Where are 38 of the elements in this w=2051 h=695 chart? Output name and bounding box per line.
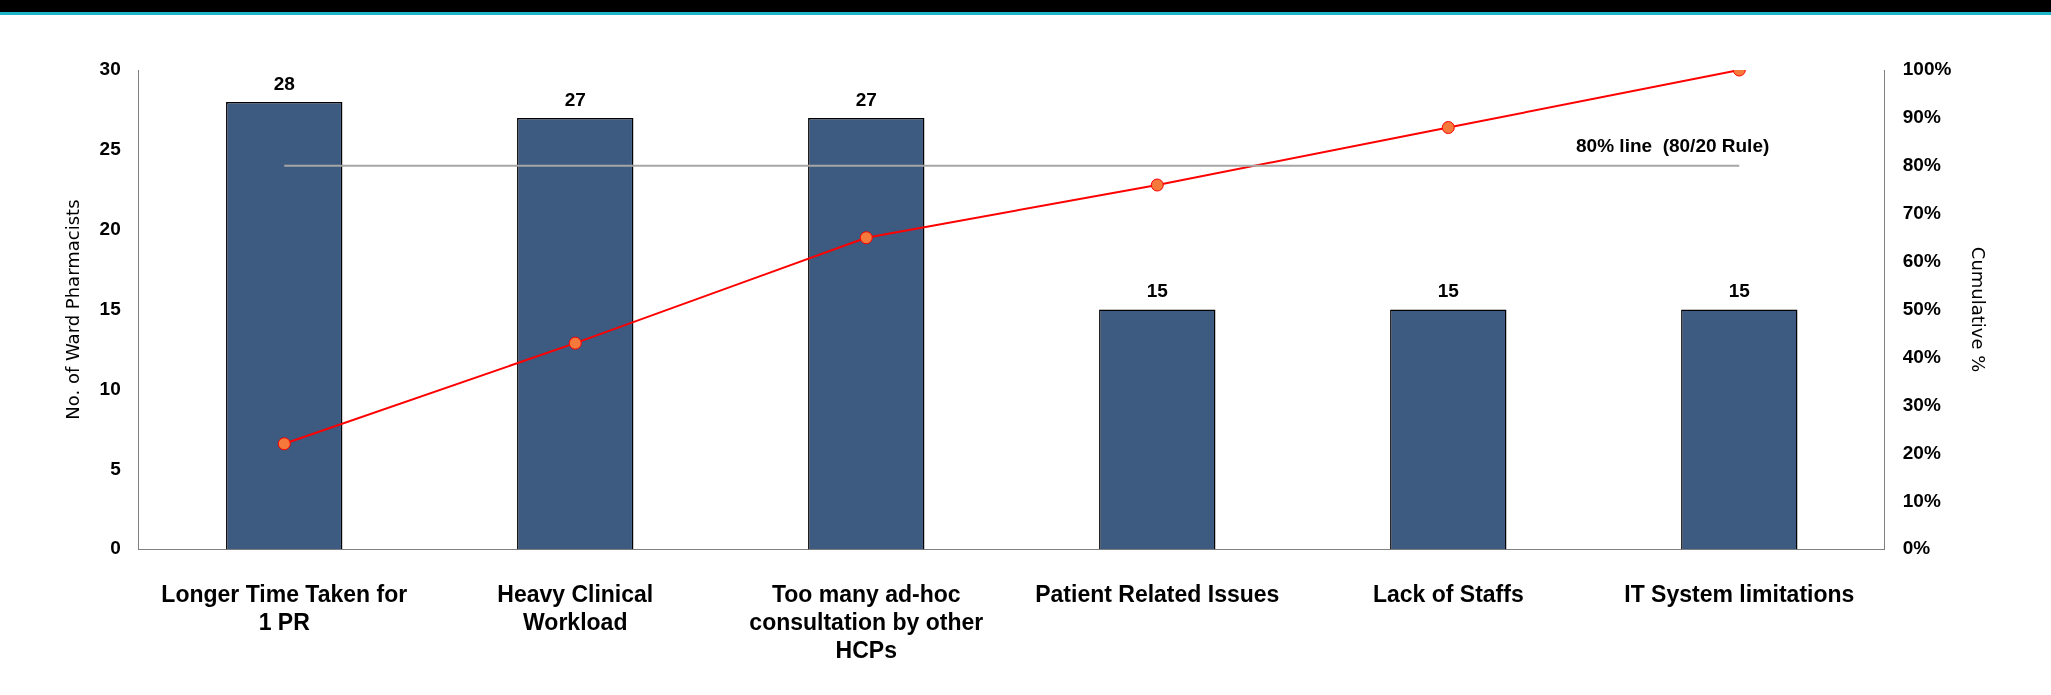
y2-tick-label: 70% xyxy=(1902,201,1941,223)
x-tick-label: Heavy Clinical Workload xyxy=(497,581,654,635)
x-tick-label: Lack of Staffs xyxy=(1372,581,1524,608)
y-tick-label: 10 xyxy=(99,377,121,399)
y-tick-label: 30 xyxy=(99,58,121,80)
ref-line-label: 80% line (80/20 Rule) xyxy=(1576,134,1770,156)
data-label: 28 xyxy=(273,72,295,94)
point xyxy=(1441,121,1455,134)
y2-tick-label: 20% xyxy=(1902,441,1941,463)
y-tick-label: 25 xyxy=(99,138,122,160)
data-label: 15 xyxy=(1728,280,1751,302)
data-label: 27 xyxy=(564,88,586,110)
y-tick-label: 15 xyxy=(99,297,122,319)
x-tick-label: Too many ad-hoc consultation by other HCPs xyxy=(749,581,984,663)
y2-tick-label: 90% xyxy=(1902,106,1941,128)
y2-tick-label: 60% xyxy=(1902,249,1941,271)
point xyxy=(277,437,291,451)
y2-tick-label: 30% xyxy=(1902,393,1941,415)
y2-axis-title: Cumulative % xyxy=(1967,246,1989,373)
x-tick-label: IT System limitations xyxy=(1624,581,1855,608)
point xyxy=(1150,178,1164,192)
y2-tick-label: 40% xyxy=(1902,345,1941,367)
data-label: 27 xyxy=(855,88,877,110)
point xyxy=(859,231,873,245)
y2-tick-label: 0% xyxy=(1902,537,1931,559)
point xyxy=(568,336,582,350)
y-tick-label: 0 xyxy=(110,537,121,559)
y-tick-label: 5 xyxy=(110,457,122,479)
data-label: 15 xyxy=(1437,280,1460,302)
x-tick-label: Longer Time Taken for 1 PR xyxy=(161,581,408,635)
y2-tick-label: 100% xyxy=(1902,58,1952,80)
y2-tick-label: 10% xyxy=(1902,489,1941,511)
y-axis-title: No. of Ward Pharmacists xyxy=(62,199,84,420)
y-tick-label: 20 xyxy=(99,217,121,239)
y2-tick-label: 50% xyxy=(1902,297,1941,319)
x-tick-label: Patient Related Issues xyxy=(1035,581,1280,608)
y2-tick-label: 80% xyxy=(1902,154,1941,176)
data-label: 15 xyxy=(1146,280,1169,302)
